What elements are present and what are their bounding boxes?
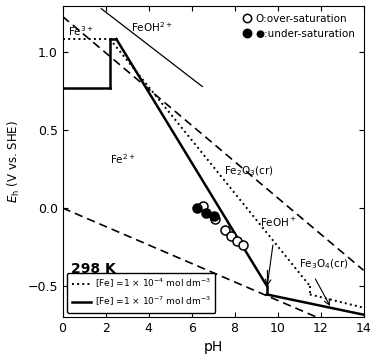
Text: Fe$_2$O$_3$(cr): Fe$_2$O$_3$(cr) [224, 164, 274, 177]
Legend: [Fe] =1 × 10$^{-4}$ mol dm$^{-3}$, [Fe] =1 × 10$^{-7}$ mol dm$^{-3}$: [Fe] =1 × 10$^{-4}$ mol dm$^{-3}$, [Fe] … [67, 273, 216, 312]
Text: Fe$_3$O$_4$(cr): Fe$_3$O$_4$(cr) [299, 257, 349, 271]
Text: FeOH$^{2+}$: FeOH$^{2+}$ [131, 20, 173, 33]
Text: 298 K: 298 K [71, 262, 116, 276]
Y-axis label: $E_{\mathrm{h}}$ (V vs. SHE): $E_{\mathrm{h}}$ (V vs. SHE) [6, 120, 21, 203]
Text: Fe$^{2+}$: Fe$^{2+}$ [110, 153, 136, 166]
X-axis label: pH: pH [204, 341, 223, 355]
Text: FeOH$^+$: FeOH$^+$ [261, 216, 297, 229]
Text: Fe$^{3+}$: Fe$^{3+}$ [68, 24, 94, 38]
